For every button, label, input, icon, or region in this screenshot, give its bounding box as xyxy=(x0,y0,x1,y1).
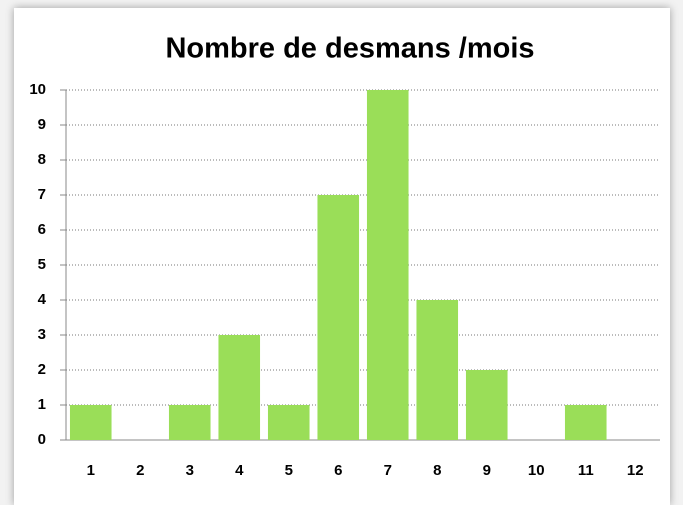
y-tick-label: 6 xyxy=(38,221,46,238)
x-tick-label: 8 xyxy=(433,462,441,479)
x-tick-label: 9 xyxy=(483,462,491,479)
x-tick-label: 7 xyxy=(384,462,392,479)
y-tick-label: 7 xyxy=(38,186,46,203)
y-tick-label: 9 xyxy=(38,116,46,133)
x-tick-label: 1 xyxy=(87,462,95,479)
bar xyxy=(69,405,112,440)
x-tick-label: 2 xyxy=(136,462,144,479)
y-tick-label: 3 xyxy=(38,326,46,343)
y-tick-label: 8 xyxy=(38,151,46,168)
y-tick-label: 5 xyxy=(38,256,46,273)
bar xyxy=(218,335,261,440)
bar xyxy=(267,405,310,440)
bar xyxy=(416,300,459,440)
chart-title: Nombre de desmans /mois xyxy=(165,33,534,65)
bar xyxy=(564,405,607,440)
x-tick-label: 4 xyxy=(235,462,244,479)
x-tick-label: 11 xyxy=(578,462,594,479)
x-tick-label: 10 xyxy=(528,462,545,479)
x-tick-label: 12 xyxy=(627,462,644,479)
x-tick-label: 5 xyxy=(285,462,293,479)
y-tick-label: 2 xyxy=(38,361,46,378)
x-tick-label: 3 xyxy=(186,462,194,479)
x-tick-label: 6 xyxy=(334,462,342,479)
bar xyxy=(317,195,360,440)
bar xyxy=(168,405,211,440)
y-tick-label: 1 xyxy=(38,396,46,413)
y-tick-label: 10 xyxy=(29,81,46,98)
y-tick-label: 0 xyxy=(38,431,46,448)
y-tick-label: 4 xyxy=(38,291,47,308)
bar xyxy=(465,370,508,440)
bar xyxy=(366,90,409,440)
